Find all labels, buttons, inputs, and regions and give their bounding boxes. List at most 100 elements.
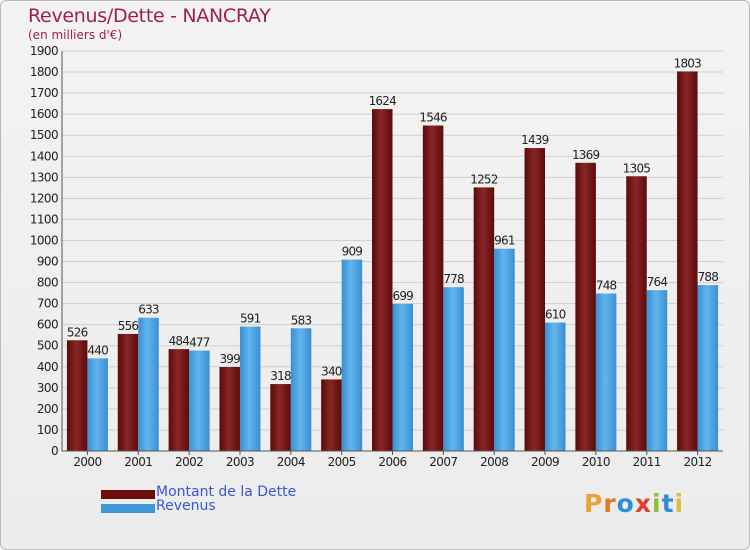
bar-dette bbox=[372, 109, 393, 452]
y-tick-label: 200 bbox=[37, 402, 58, 416]
bar-dette bbox=[321, 379, 342, 451]
y-tick-label: 1600 bbox=[30, 107, 58, 121]
logo-letter: P bbox=[584, 489, 604, 518]
bar-dette bbox=[117, 333, 139, 451]
bar-revenus bbox=[341, 259, 363, 451]
bar-dette bbox=[66, 340, 88, 451]
chart-title: Revenus/Dette - NANCRAY bbox=[28, 5, 271, 27]
bar-dette bbox=[677, 71, 698, 451]
y-tick-label: 400 bbox=[37, 360, 58, 374]
y-tick-label: 1100 bbox=[30, 212, 58, 226]
value-label-dette: 1546 bbox=[419, 111, 447, 125]
value-label-dette: 1252 bbox=[470, 172, 498, 186]
value-label-revenus: 440 bbox=[87, 343, 108, 357]
y-tick-label: 900 bbox=[37, 255, 58, 269]
value-label-dette: 526 bbox=[67, 325, 88, 339]
y-tick-label: 1700 bbox=[30, 86, 58, 100]
y-tick-label: 800 bbox=[37, 276, 58, 290]
logo-letter: r bbox=[603, 489, 617, 518]
y-tick-label: 300 bbox=[37, 381, 58, 395]
y-tick-label: 1800 bbox=[30, 65, 58, 79]
legend-label-dette: Montant de la Dette bbox=[156, 484, 297, 500]
y-tick-label: 1400 bbox=[30, 149, 58, 163]
value-label-dette: 399 bbox=[219, 352, 240, 366]
value-label-revenus: 699 bbox=[392, 289, 413, 303]
legend-swatch-revenus bbox=[101, 504, 155, 513]
logo-letter: i bbox=[652, 489, 662, 518]
x-tick-label: 2003 bbox=[226, 455, 254, 469]
value-label-revenus: 583 bbox=[291, 313, 312, 327]
x-tick-label: 2009 bbox=[531, 455, 559, 469]
bar-revenus bbox=[545, 322, 566, 451]
bars-layer bbox=[66, 71, 719, 452]
y-tick-label: 1900 bbox=[30, 44, 58, 58]
value-label-dette: 1369 bbox=[572, 148, 600, 162]
logo-letter: t bbox=[661, 489, 675, 518]
bar-dette bbox=[524, 148, 546, 452]
x-tick-label: 2001 bbox=[124, 455, 152, 469]
bar-revenus bbox=[290, 328, 312, 451]
logo-letter: x bbox=[634, 489, 652, 518]
logo-letter: i bbox=[674, 489, 685, 518]
bar-dette bbox=[168, 349, 190, 451]
value-label-revenus: 778 bbox=[443, 272, 464, 286]
y-tick-label: 0 bbox=[51, 444, 58, 458]
bar-revenus bbox=[87, 358, 108, 451]
x-tick-label: 2000 bbox=[73, 455, 101, 469]
bar-dette bbox=[473, 187, 495, 451]
value-label-dette: 1803 bbox=[674, 56, 702, 70]
unit-label: (en milliers d'€) bbox=[28, 28, 123, 42]
legend-label-revenus: Revenus bbox=[156, 498, 216, 514]
y-tick-label: 1500 bbox=[30, 128, 58, 142]
x-tick-label: 2008 bbox=[480, 455, 508, 469]
value-label-revenus: 748 bbox=[596, 279, 617, 293]
axis-layer: 0 100 200 300 400 500 600 700 800 900 1000 1100 1200… bbox=[30, 44, 723, 469]
y-tick-label: 100 bbox=[37, 423, 58, 437]
bar-dette bbox=[575, 162, 596, 451]
y-tick-label: 1300 bbox=[30, 170, 58, 184]
value-label-dette: 1624 bbox=[369, 94, 397, 108]
bar-revenus bbox=[392, 303, 413, 451]
x-tick-label: 2002 bbox=[175, 455, 203, 469]
bar-dette bbox=[422, 125, 444, 452]
value-label-dette: 1305 bbox=[623, 161, 651, 175]
value-label-revenus: 764 bbox=[647, 275, 668, 289]
x-tick-label: 2012 bbox=[684, 455, 712, 469]
x-tick-label: 2011 bbox=[633, 455, 661, 469]
bar-dette bbox=[270, 384, 291, 451]
bar-revenus bbox=[646, 290, 668, 451]
bar-dette bbox=[219, 367, 240, 451]
value-label-dette: 556 bbox=[118, 319, 139, 333]
bar-revenus bbox=[697, 285, 719, 451]
y-tick-label: 600 bbox=[37, 318, 58, 332]
value-label-dette: 484 bbox=[169, 334, 190, 348]
y-tick-label: 500 bbox=[37, 339, 58, 353]
bar-revenus bbox=[494, 248, 515, 451]
proxiti-logo: Proxiti bbox=[584, 489, 684, 518]
y-tick-label: 700 bbox=[37, 297, 58, 311]
bar-revenus bbox=[239, 326, 261, 451]
value-label-revenus: 788 bbox=[698, 270, 719, 284]
x-tick-label: 2005 bbox=[328, 455, 356, 469]
x-tick-label: 2006 bbox=[378, 455, 406, 469]
value-label-dette: 318 bbox=[270, 369, 291, 383]
bar-revenus bbox=[138, 317, 159, 451]
bar-dette bbox=[626, 176, 647, 451]
y-tick-label: 1200 bbox=[30, 191, 58, 205]
y-tick-label: 1000 bbox=[30, 233, 58, 247]
x-tick-label: 2007 bbox=[429, 455, 457, 469]
value-label-revenus: 610 bbox=[545, 308, 566, 322]
value-label-dette: 1439 bbox=[521, 133, 549, 147]
logo-letter: o bbox=[616, 489, 635, 518]
value-labels-layer: 526 440 556 633 484 477 399 591 318 583 340 909 1624… bbox=[67, 56, 719, 383]
bar-revenus bbox=[595, 293, 617, 451]
value-label-dette: 340 bbox=[321, 364, 342, 378]
value-label-revenus: 591 bbox=[240, 312, 261, 326]
legend-swatch-dette bbox=[101, 490, 155, 499]
value-label-revenus: 961 bbox=[494, 234, 515, 248]
bar-revenus bbox=[443, 287, 464, 451]
value-label-revenus: 909 bbox=[342, 245, 363, 259]
value-label-revenus: 477 bbox=[189, 336, 210, 350]
